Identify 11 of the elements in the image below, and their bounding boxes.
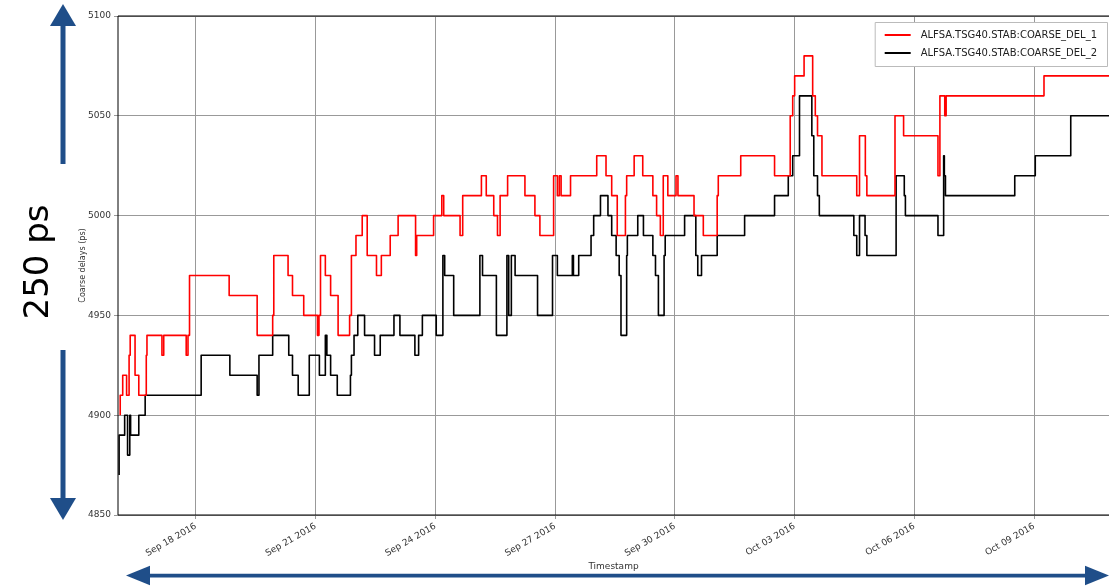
y-axis-title: Coarse delays (ps) xyxy=(77,228,87,303)
y-tick-label: 4950 xyxy=(88,309,112,320)
y-tick-label: 5100 xyxy=(88,10,112,21)
x-axis-title: Timestamp xyxy=(587,560,639,571)
text: 250 ps xyxy=(16,204,56,320)
legend-label: ALFSA.TSG40.STAB:COARSE_DEL_1 xyxy=(920,28,1097,41)
y-tick-label: 5000 xyxy=(88,209,112,220)
y-tick-label: 4900 xyxy=(88,409,112,420)
legend-label: ALFSA.TSG40.STAB:COARSE_DEL_2 xyxy=(920,46,1097,59)
y-tick-label: 4850 xyxy=(88,509,112,520)
y-tick-label: 5050 xyxy=(88,110,112,121)
